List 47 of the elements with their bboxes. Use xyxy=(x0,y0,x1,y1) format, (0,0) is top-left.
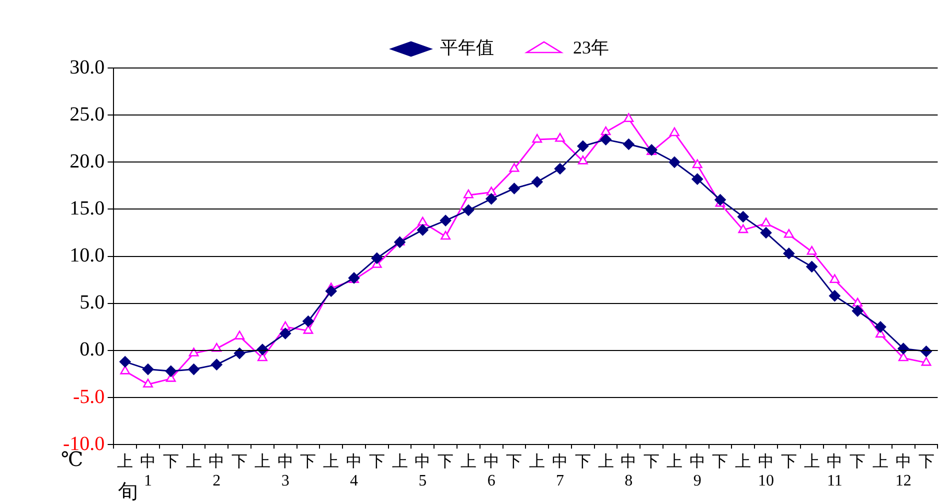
y-tick-label: 0.0 xyxy=(80,338,105,361)
x-tick-label: 中 10 xyxy=(758,452,774,490)
x-tick-label: 中 11 xyxy=(826,452,843,490)
x-tick-label: 中 12 xyxy=(895,452,912,490)
x-tick-label: 下 xyxy=(162,453,179,470)
y-tick-label: -5.0 xyxy=(72,386,105,408)
x-tick-label: 上 xyxy=(117,452,134,470)
x-tick-label: 下 xyxy=(300,453,316,470)
legend-label: 23年 xyxy=(573,38,609,58)
x-tick-label: 下 xyxy=(850,453,866,470)
x-tick-label: 上 xyxy=(323,452,340,470)
x-tick-label: 中 8 xyxy=(620,452,637,490)
x-tick-label: 上 xyxy=(254,452,270,470)
x-tick-label: 下 xyxy=(712,453,728,470)
x-tick-label: 下 xyxy=(780,453,797,470)
x-tick-label: 上 xyxy=(666,452,682,470)
x-tick-label: 上 xyxy=(598,452,614,470)
x-tick-label: 上 xyxy=(735,452,752,470)
x-tick-label: 上 xyxy=(804,452,820,470)
x-tick-label: 下 xyxy=(918,453,934,470)
x-axis-title: 旬 xyxy=(118,480,138,501)
x-tick-label: 上 xyxy=(186,452,202,470)
y-tick-label: 5.0 xyxy=(80,292,105,314)
x-tick-label: 下 xyxy=(368,453,385,470)
x-tick-label: 上 xyxy=(392,452,408,470)
x-tick-label: 中 4 xyxy=(346,452,362,490)
x-tick-label: 中 5 xyxy=(414,452,431,490)
x-tick-label: 中 1 xyxy=(140,452,156,490)
y-tick-label: 30.0 xyxy=(70,56,105,78)
x-tick-label: 上 xyxy=(460,452,476,470)
x-tick-label: 中 7 xyxy=(552,452,568,490)
x-tick-label: 下 xyxy=(574,453,591,470)
y-tick-label: 10.0 xyxy=(70,244,105,267)
x-tick-label: 上 xyxy=(872,452,888,470)
x-tick-label: 下 xyxy=(644,453,660,470)
x-tick-label: 下 xyxy=(232,453,248,470)
x-tick-label: 中 3 xyxy=(277,452,294,490)
x-tick-label: 中 9 xyxy=(689,452,706,490)
x-tick-label: 中 6 xyxy=(483,452,500,490)
y-tick-label: 25.0 xyxy=(70,103,105,126)
y-tick-label: 20.0 xyxy=(70,150,105,172)
x-tick-label: 上 xyxy=(529,452,546,470)
x-tick-label: 中 2 xyxy=(208,452,225,490)
y-tick-label: 15.0 xyxy=(70,197,105,220)
x-tick-label: 下 xyxy=(506,453,522,470)
x-tick-label: 下 xyxy=(438,453,454,470)
legend-label: 平年值 xyxy=(440,38,494,58)
